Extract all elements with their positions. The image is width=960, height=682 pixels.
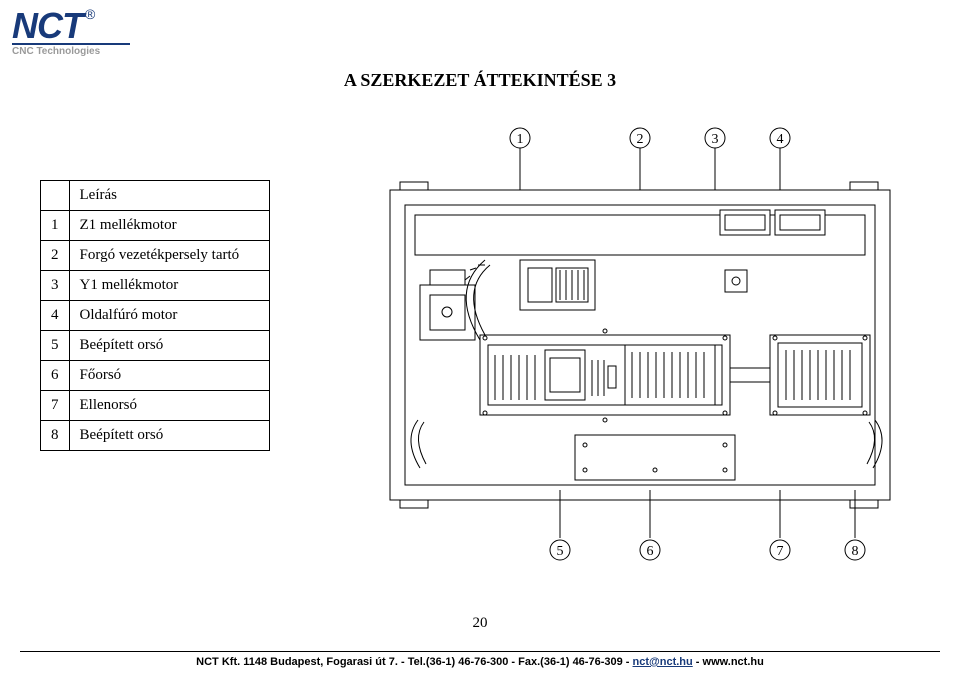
legend-number: 1	[41, 211, 70, 241]
legend-row: 2Forgó vezetékpersely tartó	[41, 241, 270, 271]
page-number: 20	[0, 615, 960, 632]
legend-header-label: Leírás	[69, 181, 269, 211]
footer-email-link[interactable]: nct@nct.hu	[633, 656, 693, 668]
legend-number: 6	[41, 361, 70, 391]
legend-row: 7Ellenorsó	[41, 391, 270, 421]
svg-text:5: 5	[557, 544, 564, 559]
legend-row: 4Oldalfúró motor	[41, 301, 270, 331]
logo-main: NCT®	[12, 10, 130, 42]
legend-desc: Beépített orsó	[69, 331, 269, 361]
page-title: A SZERKEZET ÁTTEKINTÉSE 3	[0, 70, 960, 91]
legend-desc: Főorsó	[69, 361, 269, 391]
svg-text:1: 1	[517, 132, 524, 147]
logo-text-label: NCT	[12, 5, 83, 46]
legend-number: 5	[41, 331, 70, 361]
svg-text:3: 3	[712, 132, 719, 147]
svg-text:4: 4	[777, 132, 784, 147]
footer-fax: Fax.(36-1) 46-76-309	[518, 656, 623, 668]
legend-desc: Z1 mellékmotor	[69, 211, 269, 241]
legend-desc: Y1 mellékmotor	[69, 271, 269, 301]
logo-registered: ®	[85, 6, 94, 22]
legend-number: 4	[41, 301, 70, 331]
legend-number: 2	[41, 241, 70, 271]
legend-row: 6Főorsó	[41, 361, 270, 391]
svg-text:7: 7	[777, 544, 784, 559]
footer-text: NCT Kft. 1148 Budapest, Fogarasi út 7. -…	[20, 656, 940, 668]
footer-company: NCT Kft.	[196, 656, 240, 668]
legend-row: 1Z1 mellékmotor	[41, 211, 270, 241]
footer-tel: Tel.(36-1) 46-76-300	[408, 656, 509, 668]
legend-header-row: Leírás	[41, 181, 270, 211]
legend-table: Leírás 1Z1 mellékmotor2Forgó vezetékpers…	[40, 180, 270, 451]
machine-diagram: 1 2 3 4 5 6 7 8	[370, 120, 925, 570]
logo-subtitle: CNC Technologies	[12, 46, 130, 57]
svg-text:6: 6	[647, 544, 654, 559]
legend-desc: Beépített orsó	[69, 421, 269, 451]
footer-address: 1148 Budapest, Fogarasi út 7.	[243, 656, 398, 668]
legend-number: 7	[41, 391, 70, 421]
svg-text:8: 8	[852, 544, 859, 559]
legend-desc: Ellenorsó	[69, 391, 269, 421]
legend-row: 3Y1 mellékmotor	[41, 271, 270, 301]
legend-desc: Forgó vezetékpersely tartó	[69, 241, 269, 271]
footer-divider	[20, 651, 940, 652]
legend-header-empty	[41, 181, 70, 211]
footer-web: www.nct.hu	[703, 656, 764, 668]
svg-text:2: 2	[637, 132, 644, 147]
legend-desc: Oldalfúró motor	[69, 301, 269, 331]
legend-row: 5Beépített orsó	[41, 331, 270, 361]
legend-number: 8	[41, 421, 70, 451]
legend-number: 3	[41, 271, 70, 301]
footer: NCT Kft. 1148 Budapest, Fogarasi út 7. -…	[0, 651, 960, 668]
legend-row: 8Beépített orsó	[41, 421, 270, 451]
logo: NCT® CNC Technologies	[12, 10, 130, 57]
